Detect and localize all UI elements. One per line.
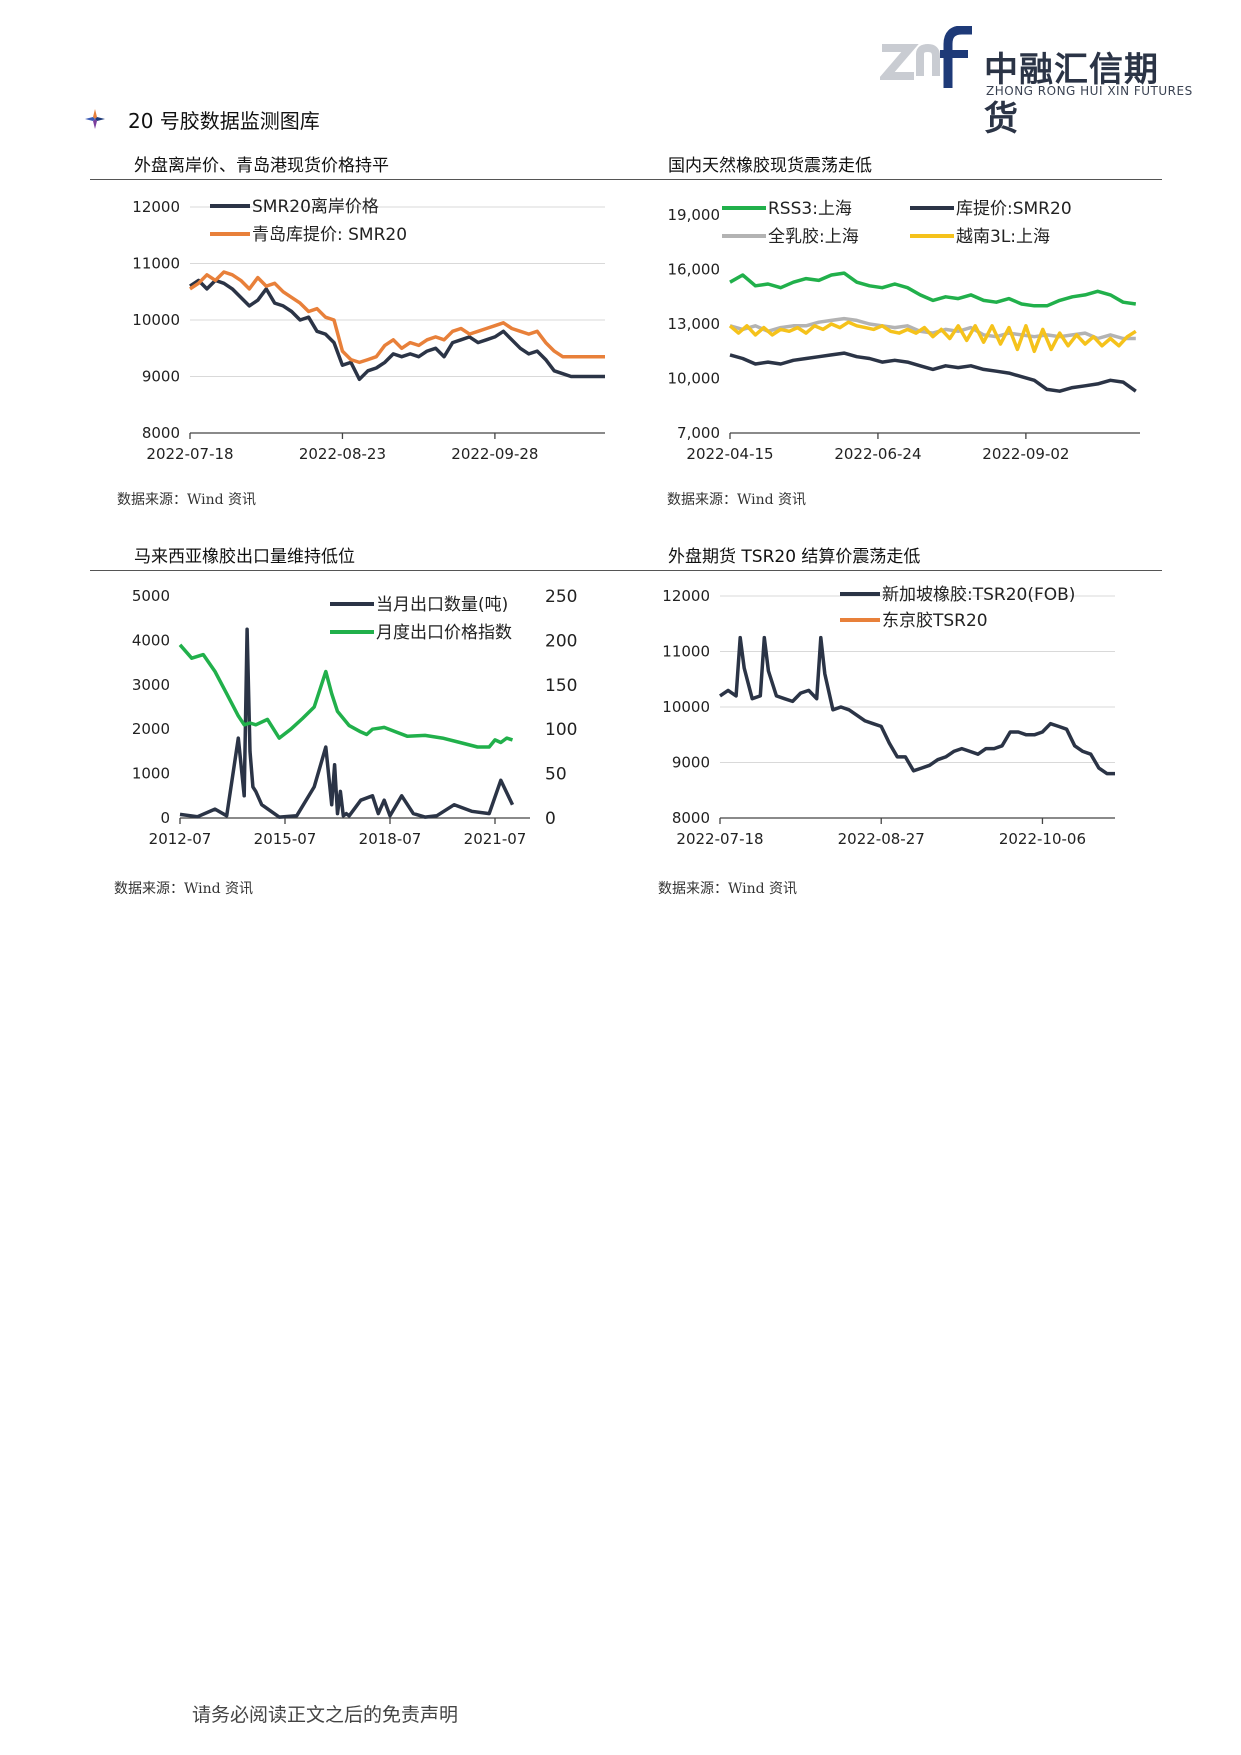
y-tick-label: 9000 [672, 754, 710, 772]
x-tick-label: 2018-07 [359, 830, 422, 848]
y-tick-label: 2000 [132, 720, 170, 738]
chart-smr20-prices: 8000 9000 10000 11000 12000 2022-07-18 2022-08… [100, 188, 620, 473]
series-line-1 [179, 627, 515, 819]
y-tick-label: 4000 [132, 631, 170, 649]
y-tick-label: 11000 [662, 643, 710, 661]
y-tick-label: 10000 [132, 311, 180, 329]
panel-title-4: 外盘期货 TSR20 结算价震荡走低 [668, 547, 921, 567]
x-tick-label: 2022-09-02 [982, 445, 1069, 463]
x-tick-label: 2021-07 [464, 830, 527, 848]
legend-label: 新加坡橡胶:TSR20(FOB) [882, 585, 1075, 605]
chart-tsr20-settlement: 8000 9000 10000 11000 12000 2022-07-18 2022-08… [640, 578, 1160, 863]
panel-source-2: 数据来源：Wind 资讯 [667, 492, 807, 508]
y-tick-label: 12000 [662, 587, 710, 605]
y-tick-label: 12000 [132, 198, 180, 216]
series-line-1 [729, 271, 1137, 308]
y-tick-label: 1000 [132, 765, 170, 783]
section-title: 20 号胶数据监测图库 [128, 108, 320, 133]
x-tick-label: 2022-10-06 [999, 830, 1086, 848]
y-tick-label: 5000 [132, 587, 170, 605]
y-tick-label: 16,000 [668, 261, 721, 279]
legend-label: 当月出口数量(吨) [376, 595, 508, 615]
chart-smr20-prices-svg: 8000 9000 10000 11000 12000 2022-07-18 2022-08… [132, 197, 605, 463]
series-line-2 [189, 270, 605, 365]
section-header: 20 号胶数据监测图库 [84, 104, 320, 134]
y2-tick-label: 200 [545, 631, 577, 651]
legend-label: 青岛库提价: SMR20 [252, 225, 407, 245]
panel-rule-bottom [90, 570, 1162, 571]
chart-domestic-spot: 7,000 10,000 13,000 16,000 19,000 2022-04-15 2… [640, 188, 1160, 473]
series-line-2 [178, 643, 514, 749]
x-tick-label: 2015-07 [254, 830, 317, 848]
panel-title-1: 外盘离岸价、青岛港现货价格持平 [134, 156, 389, 176]
y2-tick-label: 150 [545, 676, 577, 696]
company-logo: 中融汇信期货 ZHONG RONG HUI XIN FUTURES [880, 26, 1192, 139]
y2-tick-label: 50 [545, 765, 567, 785]
legend-label: RSS3:上海 [768, 199, 852, 219]
y-tick-label: 13,000 [668, 315, 721, 333]
chart-malaysia-export: 0 1000 2000 3000 4000 5000 0 50 100 150 200 250 2012… [100, 578, 620, 863]
chart-domestic-spot-svg: 7,000 10,000 13,000 16,000 19,000 2022-04-15 2… [668, 199, 1140, 463]
series-line-1 [719, 635, 1115, 776]
y-tick-label: 9000 [142, 368, 180, 386]
x-tick-label: 2022-07-18 [146, 445, 233, 463]
x-tick-label: 2022-09-28 [451, 445, 538, 463]
panel-rule-top [90, 179, 1162, 180]
y-tick-label: 8000 [672, 809, 710, 827]
y2-tick-label: 250 [545, 587, 577, 607]
legend-label: 库提价:SMR20 [956, 199, 1072, 219]
panel-title-2: 国内天然橡胶现货震荡走低 [668, 156, 872, 176]
diamond-bullet-icon [85, 109, 105, 129]
panel-source-4: 数据来源：Wind 资讯 [658, 881, 798, 897]
panel-source-3: 数据来源：Wind 资讯 [114, 881, 254, 897]
y-tick-label: 3000 [132, 676, 170, 694]
panel-source-1: 数据来源：Wind 资讯 [117, 492, 257, 508]
disclaimer-footer: 请务必阅读正文之后的免责声明 [192, 1704, 459, 1726]
x-tick-label: 2012-07 [149, 830, 212, 848]
legend-label: 月度出口价格指数 [376, 623, 512, 643]
panel-title-3: 马来西亚橡胶出口量维持低位 [134, 547, 355, 567]
legend-label: 全乳胶:上海 [768, 227, 859, 247]
znf-logo-icon [880, 26, 972, 88]
y-tick-label: 11000 [132, 255, 180, 273]
series-line-4 [728, 320, 1137, 354]
y2-tick-label: 0 [545, 809, 556, 829]
legend-label: 越南3L:上海 [956, 227, 1050, 247]
legend-label: SMR20离岸价格 [252, 197, 379, 217]
series-line-3 [729, 316, 1136, 341]
y-tick-label: 19,000 [668, 206, 721, 224]
logo-chinese-name: 中融汇信期货 [984, 50, 1159, 139]
y-tick-label: 10,000 [668, 370, 721, 388]
y-tick-label: 10000 [662, 698, 710, 716]
x-tick-label: 2022-07-18 [676, 830, 763, 848]
y-tick-label: 7,000 [677, 424, 720, 442]
chart-malaysia-export-svg: 0 1000 2000 3000 4000 5000 0 50 100 150 200 250 2012… [132, 587, 578, 848]
logo-english-name: ZHONG RONG HUI XIN FUTURES [986, 84, 1193, 98]
x-tick-label: 2022-04-15 [686, 445, 773, 463]
x-tick-label: 2022-08-23 [299, 445, 386, 463]
x-tick-label: 2022-08-27 [838, 830, 925, 848]
series-line-2 [729, 351, 1137, 393]
series-line-1 [189, 278, 605, 382]
y-tick-label: 0 [160, 809, 170, 827]
y-tick-label: 8000 [142, 424, 180, 442]
chart-tsr20-settlement-svg: 8000 9000 10000 11000 12000 2022-07-18 2022-08… [662, 585, 1115, 848]
legend-label: 东京胶TSR20 [882, 611, 988, 631]
y2-tick-label: 100 [545, 720, 577, 740]
x-tick-label: 2022-06-24 [834, 445, 921, 463]
